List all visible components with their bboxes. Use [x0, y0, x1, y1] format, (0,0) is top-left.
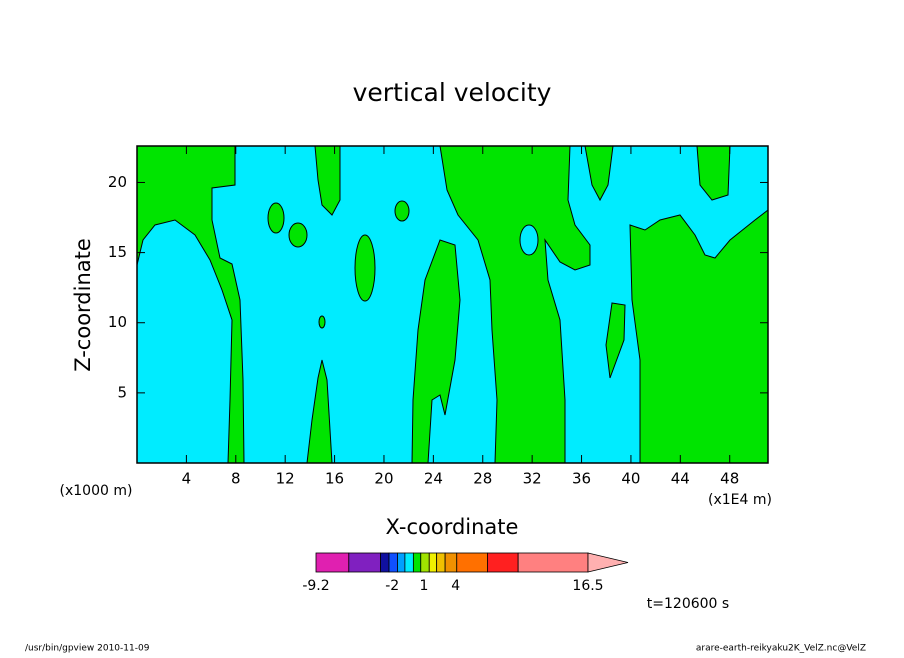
colorbar-segment — [412, 552, 422, 573]
contour-region — [411, 239, 461, 464]
contour-region — [519, 224, 539, 256]
x-tick-label: 36 — [572, 470, 591, 488]
colorbar-tick-label: 16.5 — [572, 578, 603, 594]
chart-title: vertical velocity — [353, 78, 552, 107]
contour-region — [629, 208, 769, 464]
x-tick-label: 32 — [523, 470, 542, 488]
y-unit-label: (x1000 m) — [60, 483, 133, 499]
colorbar-segment — [517, 552, 589, 573]
x-axis-label: X-coordinate — [386, 515, 519, 539]
x-unit-label: (x1E4 m) — [708, 492, 772, 508]
colorbar-extension — [587, 552, 629, 573]
x-tick-label: 44 — [671, 470, 690, 488]
colorbar-tick-label: -2 — [385, 578, 399, 594]
colorbar-segment — [404, 552, 414, 573]
x-tick-label: 4 — [182, 470, 192, 488]
x-tick-label: 40 — [621, 470, 640, 488]
x-tick-label: 48 — [720, 470, 739, 488]
contour-region — [354, 234, 376, 302]
colorbar-segment — [348, 552, 381, 573]
x-tick-label: 20 — [374, 470, 393, 488]
x-tick-label: 8 — [231, 470, 241, 488]
contour-region — [605, 302, 626, 379]
colorbar-segment — [388, 552, 398, 573]
x-tick-label: 12 — [276, 470, 295, 488]
colorbar-tick-label: 1 — [419, 578, 428, 594]
footer-right: arare-earth-reikyaku2K_VelZ.nc@VelZ — [696, 644, 866, 654]
colorbar-segment — [428, 552, 438, 573]
contour-region — [394, 200, 410, 222]
colorbar-segment — [436, 552, 446, 573]
colorbar-tick-label: -9.2 — [302, 578, 329, 594]
plot-frame — [136, 145, 769, 464]
y-tick-label: 10 — [108, 313, 127, 331]
colorbar-segment — [444, 552, 458, 573]
x-tick-label: 16 — [325, 470, 344, 488]
annotation: t=120600 s — [647, 596, 729, 612]
y-tick-label: 5 — [117, 383, 127, 401]
colorbar-segment — [397, 552, 406, 573]
y-tick-label: 15 — [108, 243, 127, 261]
colorbar-segment — [487, 552, 519, 573]
colorbar-segment — [315, 552, 350, 573]
contour-region — [288, 222, 308, 248]
y-tick-label: 20 — [108, 173, 127, 191]
colorbar-segment — [456, 552, 488, 573]
contour-region — [439, 145, 591, 464]
contour-field — [136, 145, 769, 464]
x-tick-label: 24 — [424, 470, 443, 488]
footer-left: /usr/bin/gpview 2010-11-09 — [25, 644, 150, 654]
colorbar-tick-label: 4 — [451, 578, 460, 594]
y-axis-label: Z-coordinate — [71, 238, 95, 372]
colorbar-segment — [380, 552, 390, 573]
colorbar-segment — [420, 552, 430, 573]
contour-region — [267, 202, 285, 234]
contour-region — [318, 315, 326, 329]
x-tick-label: 28 — [473, 470, 492, 488]
